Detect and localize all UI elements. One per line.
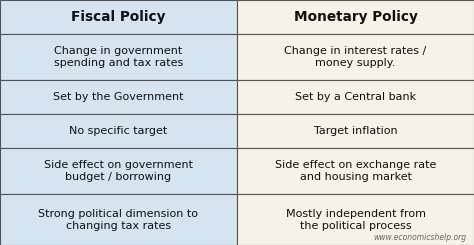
Bar [0, 195, 237, 245]
Text: Monetary Policy: Monetary Policy [293, 10, 418, 24]
Text: Target inflation: Target inflation [314, 126, 397, 136]
Bar [237, 114, 474, 147]
Bar [237, 80, 474, 114]
Text: Side effect on exchange rate
and housing market: Side effect on exchange rate and housing… [275, 160, 436, 182]
Text: Set by a Central bank: Set by a Central bank [295, 92, 416, 102]
Bar [0, 147, 237, 195]
Bar [0, 0, 237, 34]
Bar [237, 195, 474, 245]
Text: Change in interest rates /
money supply.: Change in interest rates / money supply. [284, 46, 427, 68]
Bar [237, 34, 474, 80]
Text: Side effect on government
budget / borrowing: Side effect on government budget / borro… [44, 160, 193, 182]
Bar [237, 147, 474, 195]
Bar [0, 34, 237, 80]
Bar [237, 0, 474, 34]
Text: www.economicshelp.org: www.economicshelp.org [374, 233, 467, 242]
Text: Fiscal Policy: Fiscal Policy [71, 10, 166, 24]
Text: No specific target: No specific target [69, 126, 168, 136]
Text: Change in government
spending and tax rates: Change in government spending and tax ra… [54, 46, 183, 68]
Bar [0, 80, 237, 114]
Text: Strong political dimension to
changing tax rates: Strong political dimension to changing t… [38, 208, 199, 231]
Bar [0, 114, 237, 147]
Text: Mostly independent from
the political process: Mostly independent from the political pr… [285, 208, 426, 231]
Text: Set by the Government: Set by the Government [53, 92, 184, 102]
